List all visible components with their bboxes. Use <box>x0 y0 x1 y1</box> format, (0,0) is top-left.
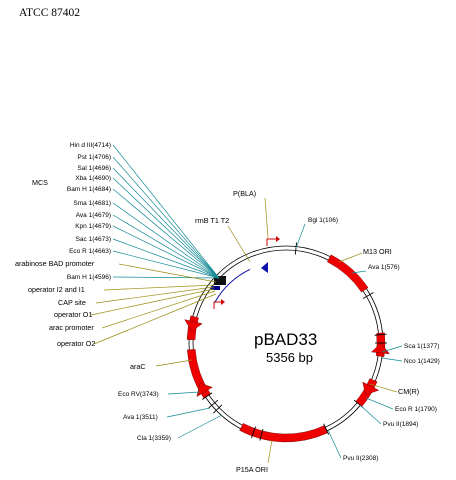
site-tick-2 <box>374 333 387 336</box>
cap-leader <box>95 286 215 304</box>
site-tick-0 <box>294 242 298 255</box>
mcs-leader-10 <box>112 276 220 279</box>
ecorv-leader <box>167 391 201 395</box>
cm-label: CM(R) <box>398 387 419 396</box>
operator-i2-i1-label: operator I2 and I1 <box>28 285 85 294</box>
pbla-promoter-arrow <box>266 238 276 246</box>
pvu2-1894-site-label: Pvu II(1894) <box>383 421 418 428</box>
plasmid-size: 5356 bp <box>266 350 313 365</box>
mcs-site-bamh1: Bam H 1(4684) <box>67 186 111 193</box>
leader-lines <box>90 144 403 464</box>
m13-ori-label: M13 ORI <box>363 247 392 256</box>
rrnb-leader <box>227 225 251 263</box>
cla-site-label: Cla 1(3359) <box>137 435 171 442</box>
p15a-ori-feature <box>239 423 329 443</box>
promoter-arc-arrow <box>261 262 268 273</box>
site-tick-8 <box>213 404 223 414</box>
site-tick-9 <box>208 399 219 409</box>
mcs-label: MCS <box>32 178 48 187</box>
mcs-leader-3 <box>112 177 220 279</box>
mcs-leader-2 <box>112 167 220 279</box>
mcs-leader-1 <box>112 156 220 279</box>
arac-promoter-arrowhead <box>221 299 225 305</box>
mcs-site-ecor1: Eco R 1(4663) <box>69 248 111 255</box>
arac-promoter-arrow <box>213 301 221 309</box>
pbla-label: P(BLA) <box>233 189 256 198</box>
mcs-site-kpn: Kpn 1(4679) <box>75 223 111 230</box>
feature-layer <box>184 236 390 443</box>
ecor1-1790-leader <box>365 397 394 410</box>
site-tick-6 <box>259 428 264 441</box>
mcs-site-pst: Pst 1(4706) <box>77 154 111 161</box>
pvu2-1894-leader <box>359 404 382 425</box>
op2-leader <box>93 293 217 345</box>
site-tick-1 <box>362 292 374 299</box>
ava-3511-leader <box>166 407 211 418</box>
mcs-site-ava: Ava 1(4679) <box>76 212 111 219</box>
sca-site-label: Sca 1(1377) <box>404 343 439 350</box>
mcs-site-sma: Sma 1(4681) <box>73 200 111 207</box>
mcs-leader-7 <box>112 225 220 279</box>
cm-leader <box>369 383 398 393</box>
rrnb-label: rrnB T1 T2 <box>195 216 229 225</box>
op12-leader <box>103 284 215 291</box>
bgl-leader <box>295 223 306 249</box>
pvu2-2308-leader <box>327 429 342 459</box>
arabinose-promoter-label: arabinose BAD promoter <box>15 259 95 268</box>
sca-leader <box>381 345 403 353</box>
mcs-site-bamh1-4596: Bam H 1(4596) <box>67 274 111 281</box>
site-tick-5 <box>323 423 330 435</box>
ava-576-site-label: Ava 1(576) <box>368 264 400 271</box>
operator-o1-label: operator O1 <box>54 310 92 319</box>
mcs-leader-8 <box>112 238 220 279</box>
operator-marker <box>211 286 220 290</box>
strain-title: ATCC 87402 <box>19 7 80 19</box>
mcs-site-hindiii: Hin d III(4714) <box>70 142 111 149</box>
pvu2-2308-site-label: Pvu II(2308) <box>343 455 378 462</box>
mcs-leader-0 <box>112 144 220 279</box>
ecorv-site-label: Eco RV(3743) <box>118 391 159 398</box>
ava-3511-site-label: Ava 1(3511) <box>123 414 158 421</box>
cap-site-label: CAP site <box>58 298 86 307</box>
p15a-leader <box>267 439 273 464</box>
mcs-site-sal: Sal 1(4696) <box>77 165 111 172</box>
mcs-leader-4 <box>112 188 220 279</box>
nco-site-label: Nco 1(1429) <box>404 358 440 365</box>
operator-o2-label: operator O2 <box>57 339 95 348</box>
mcs-cluster-marker <box>214 276 226 285</box>
mcs-leader-9 <box>112 250 220 279</box>
cm-arrow-upper <box>371 342 390 355</box>
mcs-leader-6 <box>112 214 220 279</box>
m13-ori-feature <box>327 254 369 293</box>
arac-promoter-leader <box>101 290 216 329</box>
ecor1-1790-site-label: Eco R 1(1790) <box>395 406 437 413</box>
plasmid-name: pBAD33 <box>254 330 317 349</box>
m13-ori-leader <box>338 252 363 263</box>
mcs-site-xba: Xba 1(4690) <box>75 175 111 182</box>
site-tick-7 <box>251 426 256 439</box>
op1-leader <box>90 288 215 316</box>
cm-arrow-lower <box>362 381 380 396</box>
nco-leader <box>381 357 403 362</box>
ava-576-leader <box>351 270 367 274</box>
pbla-leader <box>264 197 269 239</box>
arac-label: araC <box>130 362 146 371</box>
cla-leader <box>177 414 223 439</box>
arabinose-leader <box>118 263 217 283</box>
arac-arrow-upper <box>184 319 203 332</box>
arabinose-promoter-arc <box>214 268 251 303</box>
mcs-leader-5 <box>112 202 220 279</box>
arac-arrow-lower <box>196 382 213 397</box>
arac-promoter-label: arac promoter <box>49 323 94 332</box>
p15a-ori-label: P15A ORI <box>236 465 268 474</box>
arac-leader <box>155 359 193 367</box>
pbla-promoter-arrowhead <box>276 236 280 242</box>
site-tick-10 <box>202 392 213 400</box>
bgl-site-label: Bgl 1(106) <box>308 217 338 224</box>
mcs-site-sac: Sac 1(4673) <box>76 236 111 243</box>
